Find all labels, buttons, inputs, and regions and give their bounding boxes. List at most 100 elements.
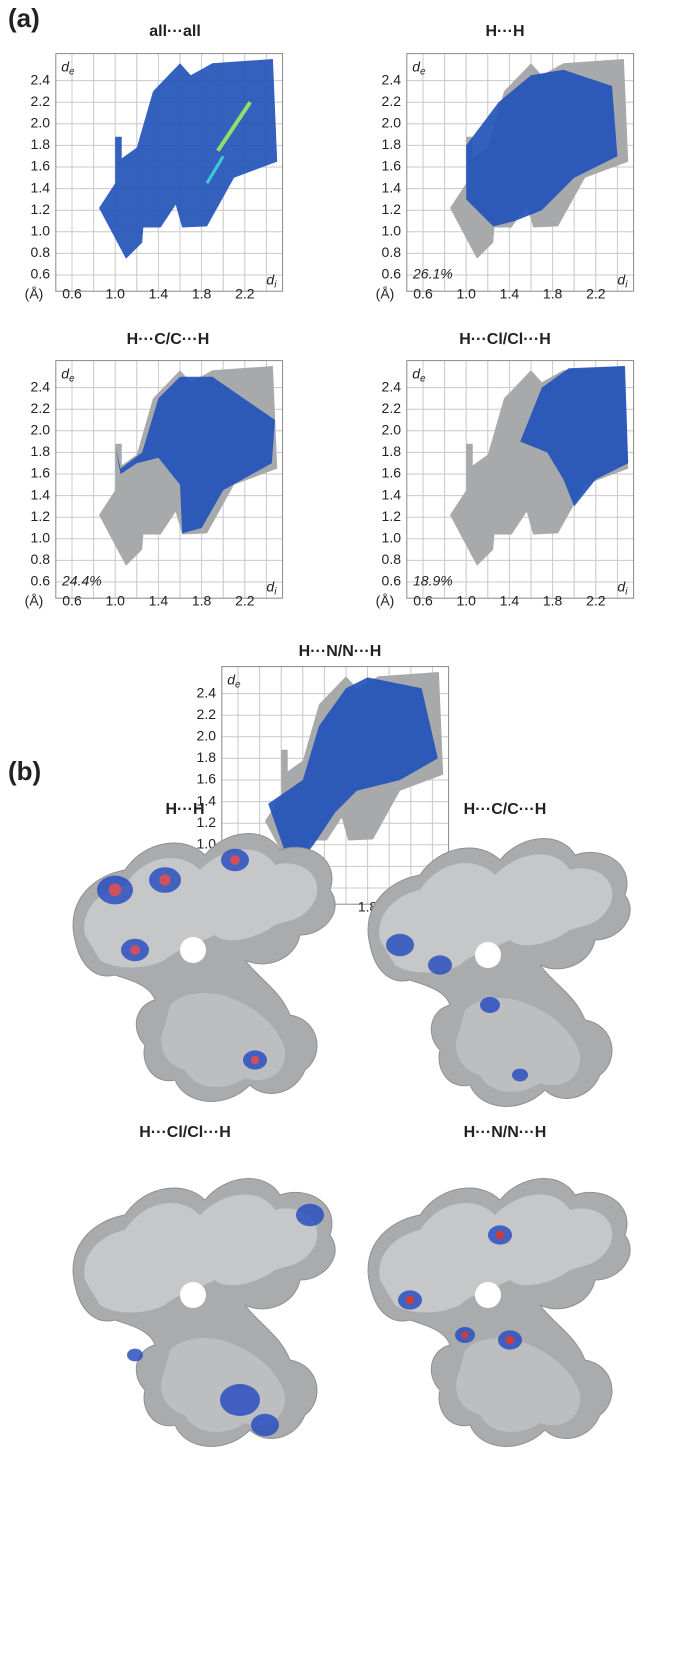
x-tick-label: 1.0	[456, 286, 476, 302]
close-contact-spot	[406, 1296, 414, 1304]
x-tick-label: 2.2	[586, 286, 606, 302]
y-tick-label: 1.2	[31, 201, 51, 217]
hirshfeld-surface: H···C/C···H	[368, 801, 630, 1106]
y-tick-label: 1.0	[382, 530, 402, 546]
contact-patch	[512, 1069, 528, 1082]
y-tick-label: 2.0	[31, 115, 51, 131]
x-tick-label: 0.6	[413, 286, 433, 302]
y-tick-label: 2.0	[31, 422, 51, 438]
panel-label: (a)	[8, 3, 40, 33]
y-tick-label: 0.8	[31, 551, 51, 567]
x-tick-label: 1.0	[105, 286, 125, 302]
y-tick-label: 2.4	[197, 684, 217, 700]
percentage: 24.4%	[61, 573, 102, 589]
y-tick-label: 2.0	[382, 115, 402, 131]
y-tick-label: 0.6	[31, 266, 51, 282]
unit-label: (Å)	[25, 593, 44, 609]
y-axis-label: de	[227, 671, 241, 690]
y-tick-label: 2.0	[197, 728, 217, 744]
y-axis-label: de	[61, 365, 75, 384]
contact-region	[466, 70, 617, 227]
percentage: 18.9%	[413, 573, 453, 589]
y-tick-label: 1.4	[31, 486, 51, 502]
axis-subscript: i	[274, 279, 277, 290]
contact-patch	[127, 1349, 143, 1362]
y-tick-label: 1.6	[31, 465, 51, 481]
y-tick-label: 1.6	[382, 158, 402, 174]
contact-patch	[428, 955, 452, 974]
y-tick-label: 1.8	[382, 136, 402, 152]
plot-title: H···Cl/Cl···H	[459, 331, 551, 348]
axis-subscript: e	[235, 679, 241, 690]
x-tick-label: 1.4	[149, 286, 169, 302]
y-tick-label: 1.2	[382, 508, 402, 524]
y-tick-label: 1.4	[382, 179, 402, 195]
close-contact-spot	[230, 855, 240, 865]
close-contact-spot	[130, 945, 140, 955]
fingerprint-plot: all···all0.60.81.01.21.41.61.82.02.22.40…	[25, 23, 283, 301]
x-tick-label: 0.6	[62, 593, 82, 609]
y-tick-label: 1.8	[31, 443, 51, 459]
y-tick-label: 1.6	[197, 771, 217, 787]
y-axis-label: de	[412, 58, 426, 77]
plot-title: H···H	[485, 23, 524, 40]
y-tick-label: 1.4	[31, 179, 51, 195]
close-contact-spot	[251, 1056, 259, 1064]
hirshfeld-surface: H···Cl/Cl···H	[73, 1124, 335, 1446]
y-tick-label: 2.2	[197, 706, 217, 722]
x-tick-label: 1.4	[500, 593, 520, 609]
y-tick-label: 0.6	[382, 266, 402, 282]
contact-patch	[220, 1384, 260, 1416]
y-tick-label: 2.2	[382, 93, 402, 109]
axis-subscript: i	[625, 279, 628, 290]
close-contact-spot	[496, 1231, 504, 1239]
x-tick-label: 1.0	[105, 593, 125, 609]
close-contact-spot	[462, 1332, 469, 1339]
close-contact-spot	[159, 874, 170, 885]
x-axis-label: di	[266, 271, 277, 290]
y-tick-label: 0.6	[31, 573, 51, 589]
molecule-surface	[368, 839, 630, 1107]
x-tick-label: 1.0	[456, 593, 476, 609]
panel-label: (b)	[8, 756, 41, 786]
surface-title: H···H	[165, 801, 204, 818]
x-axis-label: di	[617, 271, 628, 290]
y-tick-label: 1.2	[31, 508, 51, 524]
close-contact-spot	[109, 884, 122, 897]
axis-subscript: e	[420, 373, 426, 384]
y-tick-label: 1.2	[382, 201, 402, 217]
unit-label: (Å)	[25, 286, 44, 302]
y-tick-label: 1.6	[382, 465, 402, 481]
x-tick-label: 1.8	[543, 286, 563, 302]
molecule-surface	[368, 1179, 630, 1447]
x-tick-label: 2.2	[235, 593, 255, 609]
figure: (a) (b) all···all 0.6 0.8 1.0 1.2 1.4 1.6 1.8 2.…	[0, 0, 675, 1671]
y-tick-label: 0.6	[382, 573, 402, 589]
x-tick-label: 0.6	[62, 286, 82, 302]
y-tick-label: 0.8	[382, 551, 402, 567]
close-contact-spot	[506, 1336, 514, 1344]
contact-patch	[251, 1414, 279, 1436]
axis-subscript: i	[274, 586, 277, 597]
contact-patch	[386, 934, 414, 956]
axis-subscript: i	[625, 586, 628, 597]
x-axis-label: di	[266, 578, 277, 597]
y-tick-label: 2.4	[382, 71, 402, 87]
plot-title: H···N/N···H	[299, 643, 382, 660]
y-axis-label: de	[412, 365, 426, 384]
molecule-surface	[73, 834, 335, 1102]
contact-region	[99, 59, 277, 259]
y-tick-label: 1.0	[382, 223, 402, 239]
fingerprint-plot: H···Cl/Cl···H0.60.81.01.21.41.61.82.02.2…	[376, 331, 634, 608]
plot-title: H···C/C···H	[127, 331, 210, 348]
surface-title: H···C/C···H	[464, 801, 547, 818]
x-tick-label: 1.4	[149, 593, 169, 609]
y-tick-label: 2.4	[31, 378, 51, 394]
unit-label: (Å)	[376, 593, 395, 609]
y-tick-label: 2.4	[31, 71, 51, 87]
y-tick-label: 1.0	[31, 223, 51, 239]
y-tick-label: 1.0	[31, 530, 51, 546]
axis-subscript: e	[69, 66, 75, 77]
plot-title: all···all	[149, 23, 201, 40]
